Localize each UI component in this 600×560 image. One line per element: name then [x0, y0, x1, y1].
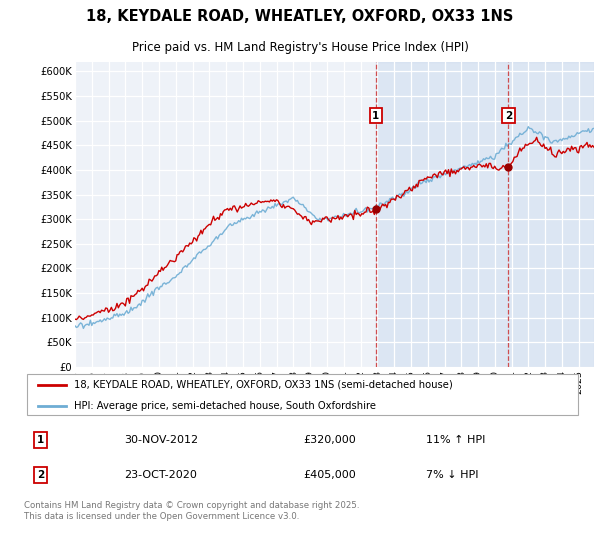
- Text: 1: 1: [37, 435, 44, 445]
- Text: 23-OCT-2020: 23-OCT-2020: [124, 470, 197, 479]
- Text: £405,000: £405,000: [303, 470, 356, 479]
- Text: Contains HM Land Registry data © Crown copyright and database right 2025.
This d: Contains HM Land Registry data © Crown c…: [24, 501, 359, 521]
- Text: HPI: Average price, semi-detached house, South Oxfordshire: HPI: Average price, semi-detached house,…: [74, 402, 376, 412]
- FancyBboxPatch shape: [27, 374, 578, 416]
- Text: 1: 1: [373, 111, 380, 121]
- Text: 2: 2: [37, 470, 44, 479]
- Bar: [376, 62, 594, 367]
- Text: 7% ↓ HPI: 7% ↓ HPI: [426, 470, 478, 479]
- Text: 18, KEYDALE ROAD, WHEATLEY, OXFORD, OX33 1NS (semi-detached house): 18, KEYDALE ROAD, WHEATLEY, OXFORD, OX33…: [74, 380, 453, 390]
- Text: 11% ↑ HPI: 11% ↑ HPI: [426, 435, 485, 445]
- Text: 30-NOV-2012: 30-NOV-2012: [124, 435, 199, 445]
- Text: £320,000: £320,000: [303, 435, 356, 445]
- Text: 18, KEYDALE ROAD, WHEATLEY, OXFORD, OX33 1NS: 18, KEYDALE ROAD, WHEATLEY, OXFORD, OX33…: [86, 9, 514, 24]
- Text: 2: 2: [505, 111, 512, 121]
- Text: Price paid vs. HM Land Registry's House Price Index (HPI): Price paid vs. HM Land Registry's House …: [131, 40, 469, 54]
